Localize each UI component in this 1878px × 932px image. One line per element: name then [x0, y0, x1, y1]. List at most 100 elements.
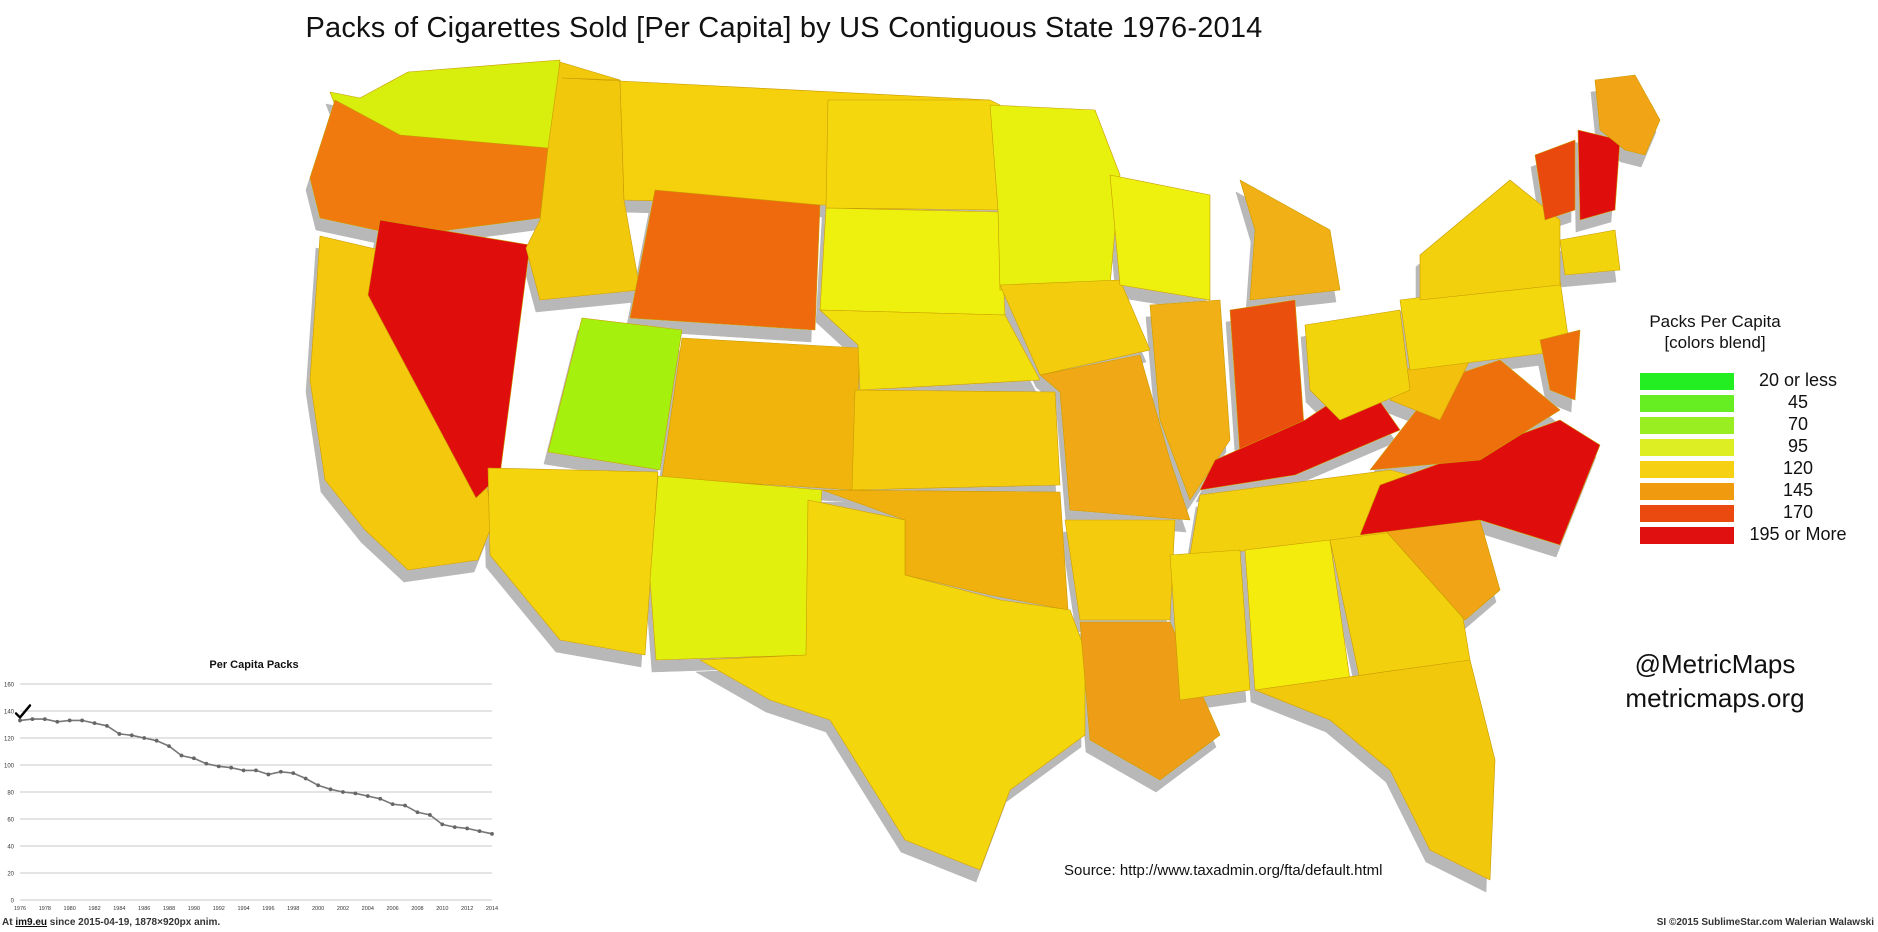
- state-az: [487, 467, 659, 656]
- state-me: [1594, 74, 1661, 156]
- metricmaps-site: metricmaps.org: [1625, 683, 1805, 713]
- state-vt: [1534, 139, 1576, 221]
- y-tick-label: 100: [4, 764, 15, 770]
- state-or: [309, 99, 549, 237]
- y-tick-label: 60: [7, 818, 14, 824]
- x-tick-label: 2000: [312, 906, 324, 912]
- data-point: [167, 744, 171, 748]
- state-wi: [1109, 174, 1211, 301]
- data-point: [291, 771, 296, 775]
- legend-row: 120: [1640, 458, 1878, 478]
- footer-right: SI ©2015 SublimeStar.com Walerian Walaws…: [1656, 917, 1874, 928]
- state-wy: [629, 189, 821, 331]
- state-ma: [1559, 229, 1621, 276]
- x-tick-label: 1992: [213, 906, 225, 912]
- state-nh: [1577, 129, 1621, 221]
- chart-x-ticks: 1976 1978 1980 1982 1984 1986 1988 1990 1992 1994…: [14, 906, 498, 912]
- data-point: [328, 787, 333, 792]
- data-point: [427, 813, 432, 817]
- x-tick-label: 2014: [486, 906, 498, 912]
- data-point: [129, 733, 134, 738]
- state-ar: [1064, 519, 1176, 621]
- data-point: [440, 822, 445, 827]
- data-point: [42, 717, 47, 721]
- data-point: [266, 772, 271, 777]
- x-tick-label: 1984: [113, 906, 125, 912]
- data-point: [142, 736, 147, 740]
- data-point: [229, 765, 234, 770]
- legend-swatch: [1640, 505, 1734, 522]
- chart-series: [18, 717, 494, 836]
- state-sd: [819, 207, 1006, 316]
- data-point: [378, 796, 383, 801]
- data-point: [216, 764, 221, 769]
- x-tick-label: 1990: [188, 906, 200, 912]
- x-tick-label: 2010: [436, 906, 448, 912]
- legend-label: 95: [1787, 436, 1809, 456]
- data-point: [18, 718, 22, 723]
- legend-row: 20 or less: [1640, 370, 1878, 390]
- legend-label: 70: [1787, 414, 1809, 434]
- data-point: [117, 732, 122, 736]
- map-title: Packs of Cigarettes Sold [Per Capita] by…: [305, 12, 1263, 44]
- footer-suffix: since 2015-04-19, 1878×920px anim.: [47, 917, 221, 928]
- data-point: [341, 790, 345, 794]
- y-tick-label: 120: [4, 737, 15, 743]
- x-tick-label: 1986: [138, 906, 150, 912]
- y-tick-label: 20: [7, 872, 14, 878]
- y-tick-label: 0: [11, 899, 15, 905]
- data-point: [353, 791, 358, 796]
- y-tick-label: 160: [4, 683, 15, 689]
- state-fl: [1254, 659, 1496, 881]
- data-point: [204, 761, 209, 766]
- state-ny: [1419, 179, 1561, 301]
- state-nv: [367, 219, 531, 499]
- x-tick-label: 2004: [362, 906, 374, 912]
- state-co: [661, 337, 861, 491]
- inset-chart: Per Capita Packs 0 20 40 60 80 100 120 140 160 1…: [4, 659, 498, 912]
- data-point: [303, 776, 308, 781]
- x-tick-label: 1988: [163, 906, 175, 912]
- data-point: [105, 723, 109, 728]
- legend-row: 45: [1640, 392, 1878, 412]
- data-point: [80, 718, 85, 723]
- data-point: [452, 825, 457, 829]
- data-point: [278, 769, 283, 774]
- state-oh: [1304, 309, 1411, 421]
- legend-label: 145: [1782, 480, 1814, 500]
- legend-swatch: [1640, 483, 1734, 500]
- x-tick-label: 1982: [88, 906, 100, 912]
- state-mo: [1039, 354, 1191, 521]
- legend-swatch: [1640, 527, 1734, 544]
- x-tick-label: 1978: [39, 906, 51, 912]
- legend-label: 120: [1782, 458, 1814, 478]
- data-point: [191, 756, 196, 761]
- data-point: [415, 810, 420, 815]
- x-tick-label: 2002: [337, 906, 349, 912]
- state-mn: [989, 104, 1121, 291]
- legend-title-line1: Packs Per Capita: [1649, 312, 1781, 331]
- series-line: [19, 718, 493, 835]
- x-tick-label: 1998: [287, 906, 299, 912]
- chart-title: Per Capita Packs: [209, 659, 298, 671]
- checkmark-icon: [14, 704, 32, 719]
- data-point: [477, 829, 482, 834]
- y-tick-label: 80: [7, 791, 14, 797]
- legend-swatch: [1640, 439, 1734, 456]
- state-nd: [825, 99, 1001, 211]
- source-citation: Source: http://www.taxadmin.org/fta/defa…: [1064, 862, 1383, 879]
- state-mi: [1239, 179, 1341, 301]
- metricmaps-handle: @MetricMaps: [1634, 649, 1796, 679]
- data-point: [30, 717, 35, 721]
- state-ut: [547, 317, 683, 471]
- footer-link[interactable]: im9.eu: [15, 917, 48, 928]
- state-nm: [649, 475, 823, 661]
- state-ks: [851, 389, 1061, 491]
- state-ne: [819, 309, 1041, 391]
- data-point: [490, 831, 494, 836]
- x-tick-label: 1996: [262, 906, 274, 912]
- legend-swatch: [1640, 417, 1734, 434]
- chart-y-ticks: 0 20 40 60 80 100 120 140 160: [4, 683, 15, 905]
- data-point: [465, 826, 470, 831]
